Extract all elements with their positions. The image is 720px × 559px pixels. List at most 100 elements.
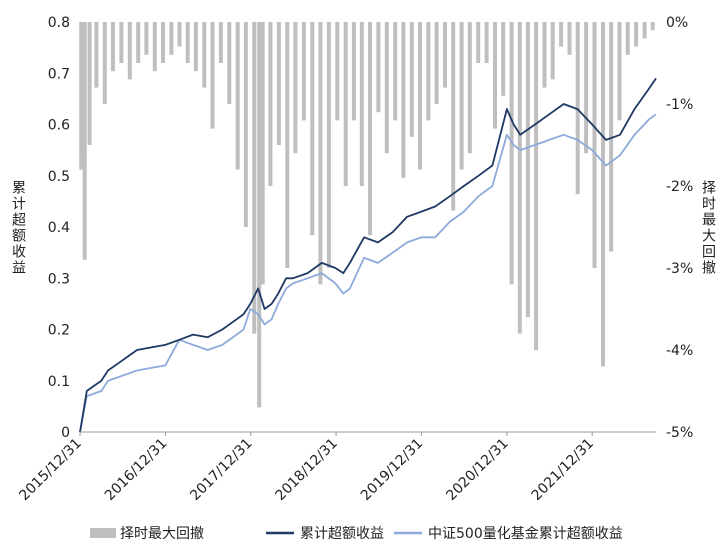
y-axis-title: 累计超额收益: [10, 180, 26, 276]
drawdown-bar: [202, 22, 207, 88]
y2-tick-label: -1%: [666, 97, 693, 113]
legend-item-fund: 中证500量化基金累计超额收益: [394, 525, 623, 542]
fund-excess-return-line: [79, 113, 657, 433]
drawdown-bar: [268, 22, 273, 186]
drawdown-bar: [393, 22, 398, 121]
right-axis-ticks: 0% -1% -2% -3% -4% -5%: [666, 15, 693, 441]
y2-tick-label: -4%: [666, 343, 693, 359]
drawdown-bar: [177, 22, 182, 47]
y-tick-label: 0: [61, 425, 70, 441]
y-tick-label: 0.6: [48, 118, 70, 134]
drawdown-bar: [459, 22, 464, 170]
y-tick-label: 0.4: [48, 220, 70, 236]
drawdown-bar: [119, 22, 124, 63]
x-axis-ticks: 2015/12/31 2016/12/31 2017/12/31 2018/12/31…: [16, 432, 597, 504]
y-tick-label: 0.1: [48, 374, 70, 390]
legend-swatch-drawdown: [90, 528, 116, 538]
x-tick-label: 2021/12/31: [529, 436, 597, 504]
drawdown-bar: [293, 22, 298, 154]
drawdown-bar: [592, 22, 597, 268]
drawdown-bar: [343, 22, 348, 186]
drawdown-bar: [434, 22, 439, 104]
drawdown-bar: [584, 22, 589, 154]
drawdown-bar: [601, 22, 605, 367]
y2-tick-label: -3%: [666, 261, 693, 277]
drawdown-bar: [368, 22, 372, 236]
drawdown-bar: [476, 22, 481, 63]
drawdown-bar: [79, 22, 84, 170]
y2-tick-label: -2%: [666, 179, 693, 195]
y2-tick-label: -5%: [666, 425, 693, 441]
drawdown-bar: [534, 22, 539, 350]
drawdown-bar: [169, 22, 174, 55]
drawdown-bar: [235, 22, 240, 170]
drawdown-bar: [252, 22, 257, 334]
x-tick-label: 2019/12/31: [358, 436, 426, 504]
drawdown-bar: [285, 22, 290, 268]
legend-label-drawdown: 择时最大回撤: [120, 526, 204, 542]
drawdown-bar: [276, 22, 281, 145]
y-tick-label: 0.3: [48, 271, 70, 287]
drawdown-bar: [94, 22, 99, 88]
drawdown-bar: [351, 22, 356, 121]
drawdown-bar: [359, 22, 364, 186]
drawdown-bar: [401, 22, 406, 178]
drawdown-bar: [310, 22, 315, 236]
y-tick-label: 0.2: [48, 323, 70, 339]
x-tick-label: 2018/12/31: [273, 436, 341, 504]
drawdown-bar: [257, 22, 262, 408]
x-tick-label: 2015/12/31: [16, 436, 84, 504]
drawdown-bar: [152, 22, 157, 72]
drawdown-bar: [384, 22, 389, 154]
drawdown-bar: [185, 22, 190, 63]
drawdown-bar: [542, 22, 547, 88]
drawdown-bar: [609, 22, 614, 252]
drawdown-bar: [418, 22, 422, 170]
drawdown-bar: [136, 22, 141, 63]
drawdown-bar: [127, 22, 132, 80]
drawdown-bar: [227, 22, 232, 104]
legend-label-fund: 中证500量化基金累计超额收益: [428, 525, 623, 542]
drawdown-bar: [110, 22, 115, 72]
legend: 择时最大回撤 累计超额收益 中证500量化基金累计超额收益: [90, 525, 623, 542]
drawdown-bar: [301, 22, 306, 121]
drawdown-bar: [634, 22, 639, 47]
x-tick-label: 2017/12/31: [187, 436, 255, 504]
drawdown-bar: [87, 22, 92, 145]
y-tick-label: 0.8: [48, 15, 70, 31]
x-tick-label: 2016/12/31: [102, 436, 170, 504]
drawdown-bar: [451, 22, 456, 211]
drawdown-bar: [326, 22, 331, 268]
excess-return-line: [79, 77, 657, 433]
legend-label-excess: 累计超额收益: [300, 526, 384, 542]
drawdown-bar: [161, 22, 165, 63]
drawdown-bar: [193, 22, 198, 72]
drawdown-bar: [517, 22, 522, 334]
drawdown-bar: [567, 22, 572, 55]
drawdown-bar: [484, 22, 489, 63]
drawdown-bar: [260, 22, 265, 285]
drawdown-bars: [79, 22, 655, 408]
y-tick-label: 0.5: [48, 169, 70, 185]
drawdown-bar: [318, 22, 323, 285]
x-tick-label: 2020/12/31: [443, 436, 511, 504]
drawdown-bar: [501, 22, 506, 96]
drawdown-bar: [509, 22, 514, 285]
drawdown-bar: [426, 22, 431, 121]
y2-axis-title: 择时最大回撤: [700, 180, 716, 276]
drawdown-bar: [525, 22, 530, 318]
y-tick-label: 0.7: [48, 66, 70, 82]
legend-item-drawdown: 择时最大回撤: [90, 526, 204, 542]
drawdown-bar: [243, 22, 248, 227]
drawdown-bar: [550, 22, 555, 80]
drawdown-bar: [376, 22, 381, 113]
series-lines: [79, 77, 657, 433]
drawdown-bar: [650, 22, 655, 31]
drawdown-bar: [559, 22, 564, 47]
drawdown-bar: [575, 22, 580, 195]
drawdown-bar: [642, 22, 647, 39]
y2-tick-label: 0%: [666, 15, 688, 31]
left-axis-ticks: 0 0.1 0.2 0.3 0.4 0.5 0.6 0.7 0.8: [48, 15, 70, 441]
